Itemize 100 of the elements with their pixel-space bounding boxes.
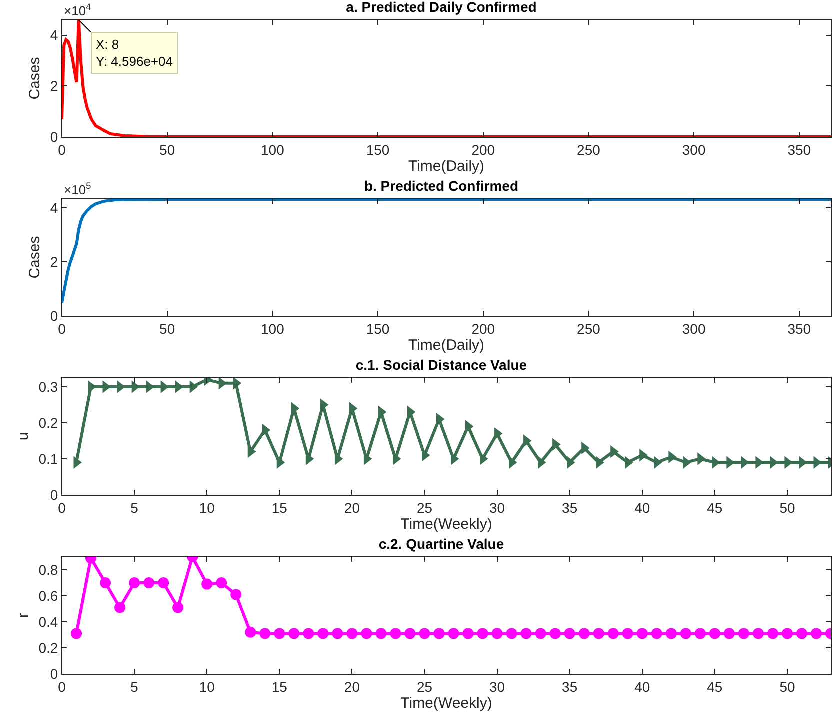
point [216, 578, 228, 588]
line-series [62, 20, 831, 137]
point [782, 628, 793, 640]
y-tick-label: 2 [50, 254, 58, 270]
point [506, 628, 518, 640]
point [361, 628, 372, 640]
point [376, 628, 387, 640]
point [535, 628, 546, 640]
point [593, 628, 604, 640]
text: ×10$^{5}$ [64, 181, 92, 198]
x-tick-label: 150 [366, 142, 390, 158]
point [680, 628, 692, 640]
point [144, 578, 155, 588]
x-tick-label: 20 [344, 500, 360, 516]
point [245, 626, 256, 638]
x-tick-label: 5 [130, 678, 139, 695]
point [694, 628, 706, 640]
y-tick-label: 0 [50, 308, 58, 324]
point [172, 602, 184, 614]
point [636, 628, 648, 640]
point [274, 628, 286, 640]
x-tick-label: 50 [780, 500, 796, 516]
point [419, 628, 430, 640]
x-tick-label: 100 [261, 320, 285, 337]
point [477, 628, 488, 640]
x-tick-label: 10 [199, 500, 216, 516]
x-tick-label: 45 [707, 500, 723, 516]
x-tick-label: 25 [416, 500, 433, 516]
point [810, 628, 822, 640]
y-tick-label: 4 [50, 27, 58, 44]
x-axis-title: Time(Weekly) [400, 694, 492, 712]
point [332, 628, 344, 640]
x-axis-title: Time(Daily) [408, 158, 485, 175]
y-tick-label: 2 [50, 78, 58, 94]
x-tick-label: 200 [472, 142, 496, 158]
x-tick-label: 250 [577, 142, 601, 158]
x-tick-label: 40 [634, 500, 650, 516]
point [738, 628, 750, 640]
y-axis-title: u [14, 432, 32, 441]
point [318, 628, 329, 640]
x-tick-label: 300 [682, 320, 706, 337]
point [622, 628, 634, 640]
y-tick-label: 0 [50, 128, 58, 145]
point [434, 628, 445, 640]
y-tick-label: 0.6 [38, 588, 58, 604]
chart-title: c.1. Social Distance Value [356, 356, 528, 373]
y-axis-title: Cases [26, 236, 44, 279]
x-tick-label: 20 [344, 678, 360, 695]
point [233, 378, 242, 390]
y-axis-title: Cases [26, 57, 44, 100]
y-tick-label: 0.8 [38, 562, 58, 578]
x-tick-label: 150 [366, 320, 390, 337]
annotation: X: 8 Y: 4.596e+04 [96, 37, 173, 69]
point [448, 628, 460, 640]
point [346, 628, 358, 640]
point [404, 628, 416, 640]
x-tick-label: 350 [788, 320, 812, 337]
x-tick-label: 40 [634, 678, 650, 695]
y-tick-label: 0.1 [38, 450, 58, 467]
point [752, 628, 764, 640]
chart-title: c.2. Quartine Value [378, 536, 504, 552]
x-tick-label: 30 [489, 678, 506, 695]
y-axis-title: r [14, 613, 32, 618]
point [666, 628, 677, 640]
point [230, 589, 242, 600]
x-tick-label: 250 [577, 320, 601, 337]
point [709, 628, 720, 640]
x-tick-label: 25 [416, 678, 433, 695]
x-tick-label: 200 [472, 320, 496, 337]
x-axis-title: Time(Daily) [408, 336, 485, 354]
y-tick-label: 4 [50, 200, 58, 216]
point [724, 628, 735, 640]
point [114, 602, 126, 614]
x-axis-title: Time(Weekly) [400, 516, 492, 533]
x-tick-label: 5 [130, 500, 139, 516]
y-tick-label: 0.2 [38, 414, 58, 431]
y-tick-label: 0.2 [38, 640, 58, 656]
x-tick-label: 100 [261, 142, 285, 158]
point [492, 628, 503, 640]
chart-title: b. Predicted Confirmed [364, 178, 519, 194]
point [158, 578, 170, 588]
x-tick-label: 35 [562, 500, 578, 516]
point [651, 628, 662, 640]
point [100, 578, 112, 588]
x-tick-label: 50 [780, 678, 796, 695]
point [564, 628, 576, 640]
point [202, 578, 213, 590]
text: ×10$^{4}$ [64, 2, 92, 18]
x-tick-label: 35 [562, 678, 578, 695]
point [578, 628, 590, 640]
point [390, 628, 402, 640]
point [550, 628, 561, 640]
x-tick-label: 15 [272, 678, 288, 695]
chart-title: a. Predicted Daily Confirmed [346, 0, 537, 15]
line-series [62, 199, 831, 305]
point [260, 628, 271, 640]
x-tick-label: 350 [788, 142, 812, 158]
x-tick-label: 300 [682, 142, 706, 158]
point [796, 628, 808, 640]
point [71, 628, 82, 640]
